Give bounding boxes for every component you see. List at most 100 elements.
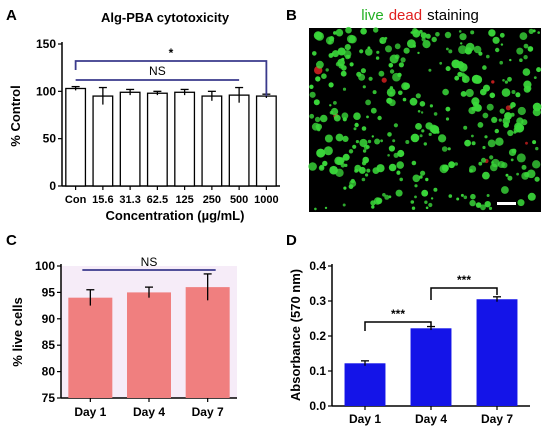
live-cell-dot [460, 42, 463, 45]
live-cell-dot [360, 68, 366, 74]
x-tick-label: Day 7 [481, 412, 513, 426]
live-cell-dot [430, 197, 434, 200]
live-cell-dot [494, 128, 499, 134]
live-cell-dot [492, 36, 500, 44]
y-tick-label: 0 [49, 179, 56, 193]
live-cell-dot [460, 91, 467, 97]
significance-bracket [430, 287, 498, 300]
live-cell-dot [345, 26, 352, 34]
live-cell-dot [414, 195, 417, 199]
live-cell-dot [335, 28, 344, 37]
live-cell-dot [373, 197, 382, 205]
live-cell-dot [368, 76, 373, 81]
live-cell-dot [388, 63, 394, 68]
live-cell-dot [515, 92, 521, 98]
live-cell-dot [402, 97, 407, 102]
chart-d-absorbance: Absorbance (570 nm) 0.0 0.1 0.2 0.3 0.4 Day 1… [288, 259, 530, 426]
live-cell-dot [533, 76, 537, 79]
live-cell-dot [386, 97, 393, 104]
live-cell-dot [419, 134, 423, 138]
live-cell-dot [344, 44, 351, 51]
live-cell-dot [537, 31, 540, 34]
x-tick-label: Con [65, 194, 87, 206]
live-cell-dot [448, 49, 453, 54]
live-cell-dot [448, 194, 453, 198]
significance-bracket [364, 321, 432, 331]
live-cell-dot [487, 139, 496, 148]
live-cell-dot [503, 122, 509, 128]
live-cell-dot [521, 164, 527, 170]
x-tick-label: 15.6 [92, 194, 113, 206]
live-cell-dot [361, 177, 366, 182]
live-cell-dot [353, 112, 361, 120]
bar [185, 287, 230, 398]
live-cell-dot [428, 132, 432, 136]
live-cell-dot [348, 149, 354, 154]
live-cell-dot [456, 197, 460, 201]
live-cell-dot [366, 168, 371, 173]
live-cell-dot [433, 187, 438, 192]
live-cell-dot [417, 110, 421, 113]
live-cell-dot [324, 134, 333, 143]
live-cell-dot [489, 92, 496, 99]
live-cell-dot [370, 200, 376, 206]
bar [410, 328, 452, 406]
live-cell-dot [321, 73, 327, 79]
live-cell-dot [309, 113, 315, 119]
live-cell-dot [341, 112, 349, 120]
live-cell-dot [477, 122, 484, 128]
live-cell-dot [365, 48, 373, 56]
y-tick-label: 95 [42, 285, 56, 299]
live-cell-dot [527, 46, 534, 52]
live-cell-dot [419, 101, 426, 107]
x-tick-label: 31.3 [119, 194, 140, 206]
live-cell-dot [378, 70, 385, 77]
live-cell-dot [491, 158, 500, 168]
live-cell-dot [392, 139, 396, 143]
live-cell-dot [534, 176, 540, 182]
live-cell-dot [403, 82, 410, 90]
live-cell-dot [316, 148, 326, 158]
live-cell-dot [308, 162, 317, 171]
live-cell-dot [495, 137, 504, 146]
live-cell-dot [444, 31, 452, 39]
live-cell-dot [349, 62, 354, 67]
live-cell-dot [344, 163, 348, 167]
live-cell-dot [470, 193, 476, 200]
live-cell-dot [522, 68, 531, 76]
live-cell-dot [519, 32, 528, 40]
live-cell-dot [361, 126, 367, 131]
live-cell-dot [527, 192, 536, 201]
live-cell-dot [342, 135, 349, 142]
significance-bracket [74, 60, 268, 96]
live-cell-dot [484, 135, 488, 139]
live-cell-dot [360, 28, 367, 35]
live-cell-dot [441, 164, 449, 172]
caption-word-staining: staining [427, 7, 479, 24]
live-cell-dot [482, 171, 490, 180]
live-cell-dot [388, 145, 395, 152]
live-cell-dot [425, 122, 433, 130]
live-cell-dot [397, 149, 405, 158]
live-cell-dot [342, 153, 350, 161]
bar [344, 363, 386, 406]
y-tick-label: 90 [42, 312, 56, 326]
live-cell-dot [388, 195, 392, 199]
bar [146, 92, 168, 187]
significance-label: *** [391, 307, 405, 321]
y-tick-label: 150 [36, 37, 56, 51]
live-cell-dot [471, 141, 476, 146]
bar [255, 95, 277, 187]
live-cell-dot [411, 206, 416, 210]
live-cell-dot [421, 37, 426, 42]
live-cell-dot [475, 202, 482, 208]
dead-cell-dot [505, 105, 511, 111]
live-cell-dot [536, 67, 542, 73]
live-cell-dot [526, 169, 536, 179]
live-cell-dot [500, 43, 504, 46]
live-cell-dot [478, 161, 483, 166]
y-tick-label: 0.1 [309, 364, 326, 378]
live-cell-dot [516, 47, 524, 55]
live-cell-dot [499, 32, 505, 38]
live-cell-dot [337, 47, 346, 56]
